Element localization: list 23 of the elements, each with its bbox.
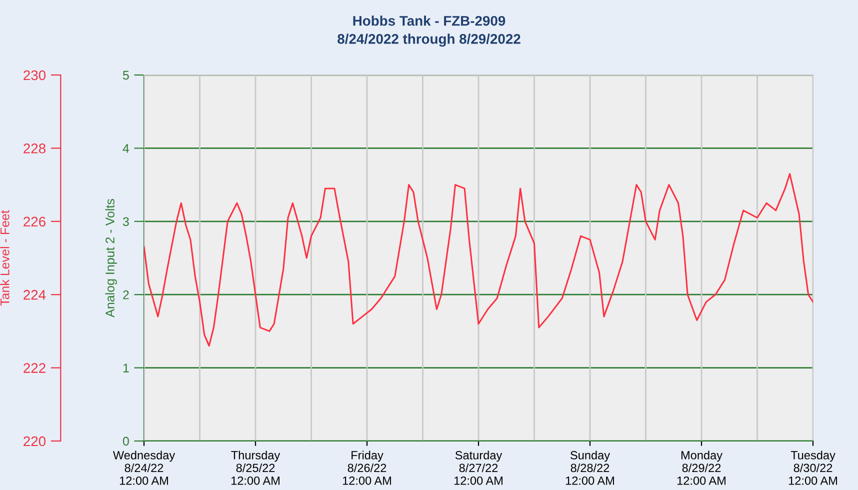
y2-tick-label: 4 — [122, 144, 130, 153]
y-tick-label: 222 — [24, 363, 46, 373]
y2-tick-label: 0 — [122, 436, 129, 446]
y-tick-label: 230 — [24, 70, 46, 80]
x-tick-label: Monday 8/29/22 12:00 AM — [677, 450, 726, 485]
x-tick-label: Friday 8/26/22 12:00 AM — [342, 450, 391, 485]
y-axis-title: Tank Level - Feet — [0, 210, 10, 306]
y-tick-label: 224 — [24, 290, 46, 300]
y-tick-label: 228 — [24, 144, 46, 154]
x-tick-label: Sunday 8/28/22 12:00 AM — [566, 450, 614, 485]
chart-title: Hobbs Tank - FZB-2909 — [353, 16, 506, 26]
y2-tick-label: 1 — [123, 364, 129, 372]
y-tick-label: 226 — [24, 216, 46, 227]
y2-axis-title: Analog Input 2 - Volts — [105, 199, 117, 318]
y2-tick-label: 2 — [123, 290, 129, 300]
x-tick-label: Saturday 8/27/22 12:00 AM — [454, 450, 502, 485]
chart-subtitle: 8/24/2022 through 8/29/2022 — [338, 34, 520, 47]
y2-tick-label: 3 — [122, 217, 129, 226]
y-tick-label: 220 — [24, 436, 46, 446]
x-tick-label: Thursday 8/25/22 12:00 AM — [231, 450, 280, 485]
x-tick-label: Wednesday 8/24/22 12:00 AM — [112, 450, 176, 485]
y2-tick-label: 5 — [122, 70, 129, 80]
x-tick-label: Tuesday 8/30/22 12:00 AM — [788, 450, 837, 485]
